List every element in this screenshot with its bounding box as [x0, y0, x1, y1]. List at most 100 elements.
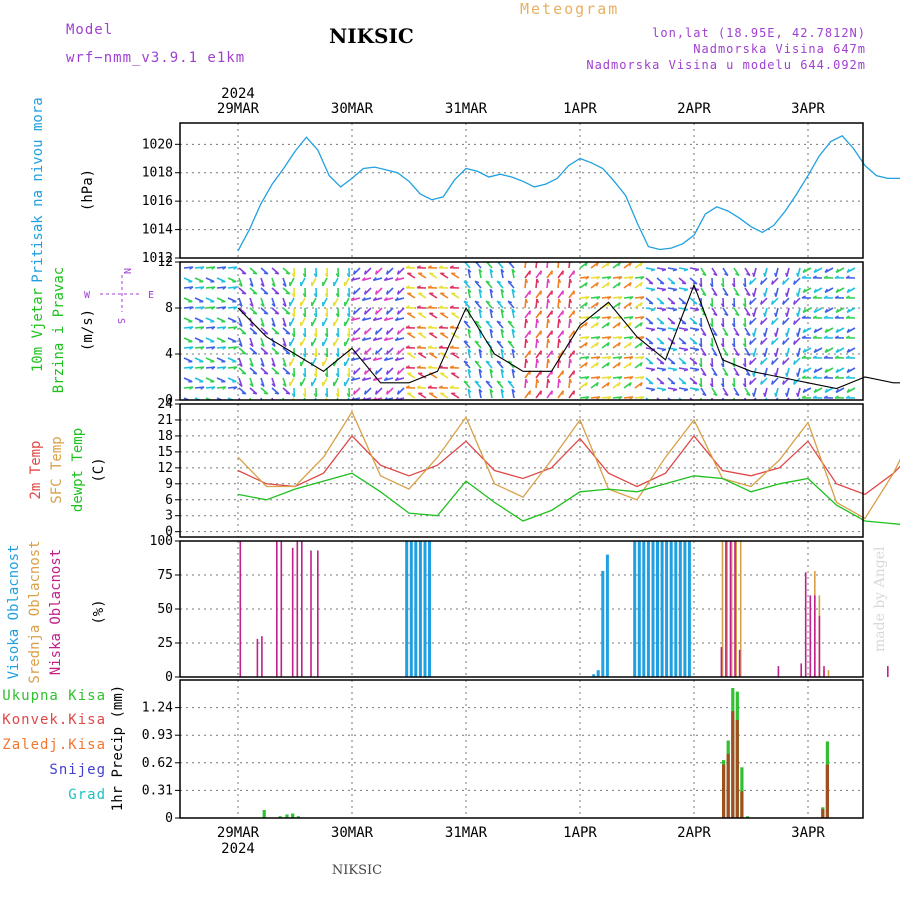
wind-arrow — [183, 346, 194, 349]
y-tick-label: 12 — [157, 461, 173, 476]
wind-arrow — [260, 267, 269, 275]
wind-arrow — [645, 367, 656, 371]
wind-arrow-head — [233, 366, 238, 370]
wind-arrow-head — [606, 282, 610, 287]
wind-arrow-head — [302, 293, 306, 298]
wind-arrow-head — [702, 353, 707, 357]
wind-arrow — [322, 317, 328, 327]
wind-arrow-head — [463, 320, 469, 324]
wind-arrow-head — [438, 265, 443, 269]
wind-arrow-head — [709, 303, 714, 308]
wind-arrow — [395, 277, 405, 282]
wind-arrow-head — [720, 343, 725, 348]
wind-arrow-head — [396, 310, 400, 315]
wind-arrow-head — [394, 317, 399, 321]
wind-arrow-head — [617, 302, 621, 307]
wind-arrow-head — [720, 323, 725, 328]
wind-arrow — [524, 378, 527, 389]
wind-arrow — [590, 396, 601, 399]
wind-arrow-head — [271, 363, 276, 368]
wind-arrow — [774, 397, 779, 400]
wind-arrow-head — [584, 342, 588, 347]
wind-arrow-head — [802, 308, 806, 313]
wind-arrow — [362, 377, 372, 382]
wind-arrow — [511, 349, 515, 359]
wind-arrow — [771, 377, 779, 386]
wind-arrow — [227, 306, 238, 309]
wind-arrow — [689, 347, 700, 351]
wind-arrow — [249, 357, 254, 367]
wind-arrow-head — [639, 302, 643, 307]
wind-arrow-head — [263, 312, 268, 315]
wind-arrow-head — [529, 310, 531, 315]
wind-arrow-head — [731, 283, 736, 288]
wind-arrow-head — [834, 275, 839, 279]
wind-arrow — [397, 367, 405, 375]
wind-arrow-head — [363, 310, 367, 315]
wind-arrow-head — [496, 340, 502, 344]
wind-arrow — [524, 318, 527, 329]
wind-arrow — [689, 297, 698, 305]
wind-arrow — [535, 378, 538, 389]
wind-arrow — [524, 390, 531, 399]
panel-frame — [179, 261, 864, 401]
wind-arrow — [601, 316, 612, 319]
wind-arrow — [753, 347, 757, 357]
wind-arrow-head — [324, 293, 328, 298]
panel-frame — [179, 679, 864, 819]
wind-arrow-head — [285, 272, 290, 275]
wind-arrow-head — [372, 337, 377, 341]
y-tick-label: 0.31 — [142, 783, 173, 798]
wind-arrow-head — [405, 305, 410, 309]
wind-arrow — [183, 266, 194, 269]
wind-arrow-head — [189, 366, 194, 370]
wind-arrow — [397, 387, 405, 395]
bar-high_cloud — [601, 570, 605, 677]
wind-arrow — [194, 337, 204, 343]
wind-arrow — [656, 357, 665, 365]
wind-arrow — [282, 337, 287, 347]
wind-arrow — [417, 312, 427, 319]
wind-arrow — [205, 326, 216, 329]
wind-arrow-head — [585, 376, 590, 380]
wind-arrow — [656, 317, 665, 325]
wind-arrow-head — [606, 322, 610, 327]
wind-arrow — [282, 347, 291, 355]
wind-arrow-head — [746, 293, 751, 297]
wind-arrow-head — [540, 290, 542, 295]
wind-arrow — [417, 272, 427, 279]
wind-arrow — [667, 397, 672, 400]
wind-arrow-head — [396, 270, 400, 275]
wind-arrow-head — [558, 298, 562, 304]
wind-arrow-head — [835, 388, 839, 393]
wind-arrow-head — [796, 312, 799, 317]
wind-arrow — [678, 377, 687, 385]
wind-arrow-head — [573, 270, 575, 275]
wind-arrow-head — [774, 392, 777, 397]
wind-arrow-head — [617, 322, 621, 327]
wind-arrow — [764, 367, 768, 377]
wind-arrow — [238, 377, 243, 387]
wind-arrow — [846, 387, 856, 394]
bar-low_cloud — [276, 541, 278, 677]
bar-high_cloud — [646, 541, 650, 677]
wind-arrow-head — [507, 360, 513, 364]
bar-convective_precip — [735, 720, 739, 818]
wind-arrow — [216, 286, 227, 289]
wind-arrow-head — [313, 373, 317, 378]
footer-station: NIKSIC — [332, 863, 382, 878]
wind-arrow — [645, 297, 654, 305]
y-tick-label: 1012 — [142, 251, 173, 266]
wind-arrow-head — [335, 373, 339, 378]
wind-arrow-head — [511, 308, 516, 313]
wind-arrow — [678, 277, 687, 285]
wind-arrow-head — [496, 280, 502, 284]
wind-arrow-head — [385, 350, 389, 355]
wind-arrow — [485, 320, 493, 329]
wind-arrow-head — [374, 330, 378, 335]
wind-arrow — [634, 381, 643, 389]
day-label-top: 3APR — [791, 101, 825, 117]
wind-arrow — [227, 366, 238, 369]
wind-arrow-head — [731, 303, 736, 308]
wind-arrow — [568, 350, 575, 359]
